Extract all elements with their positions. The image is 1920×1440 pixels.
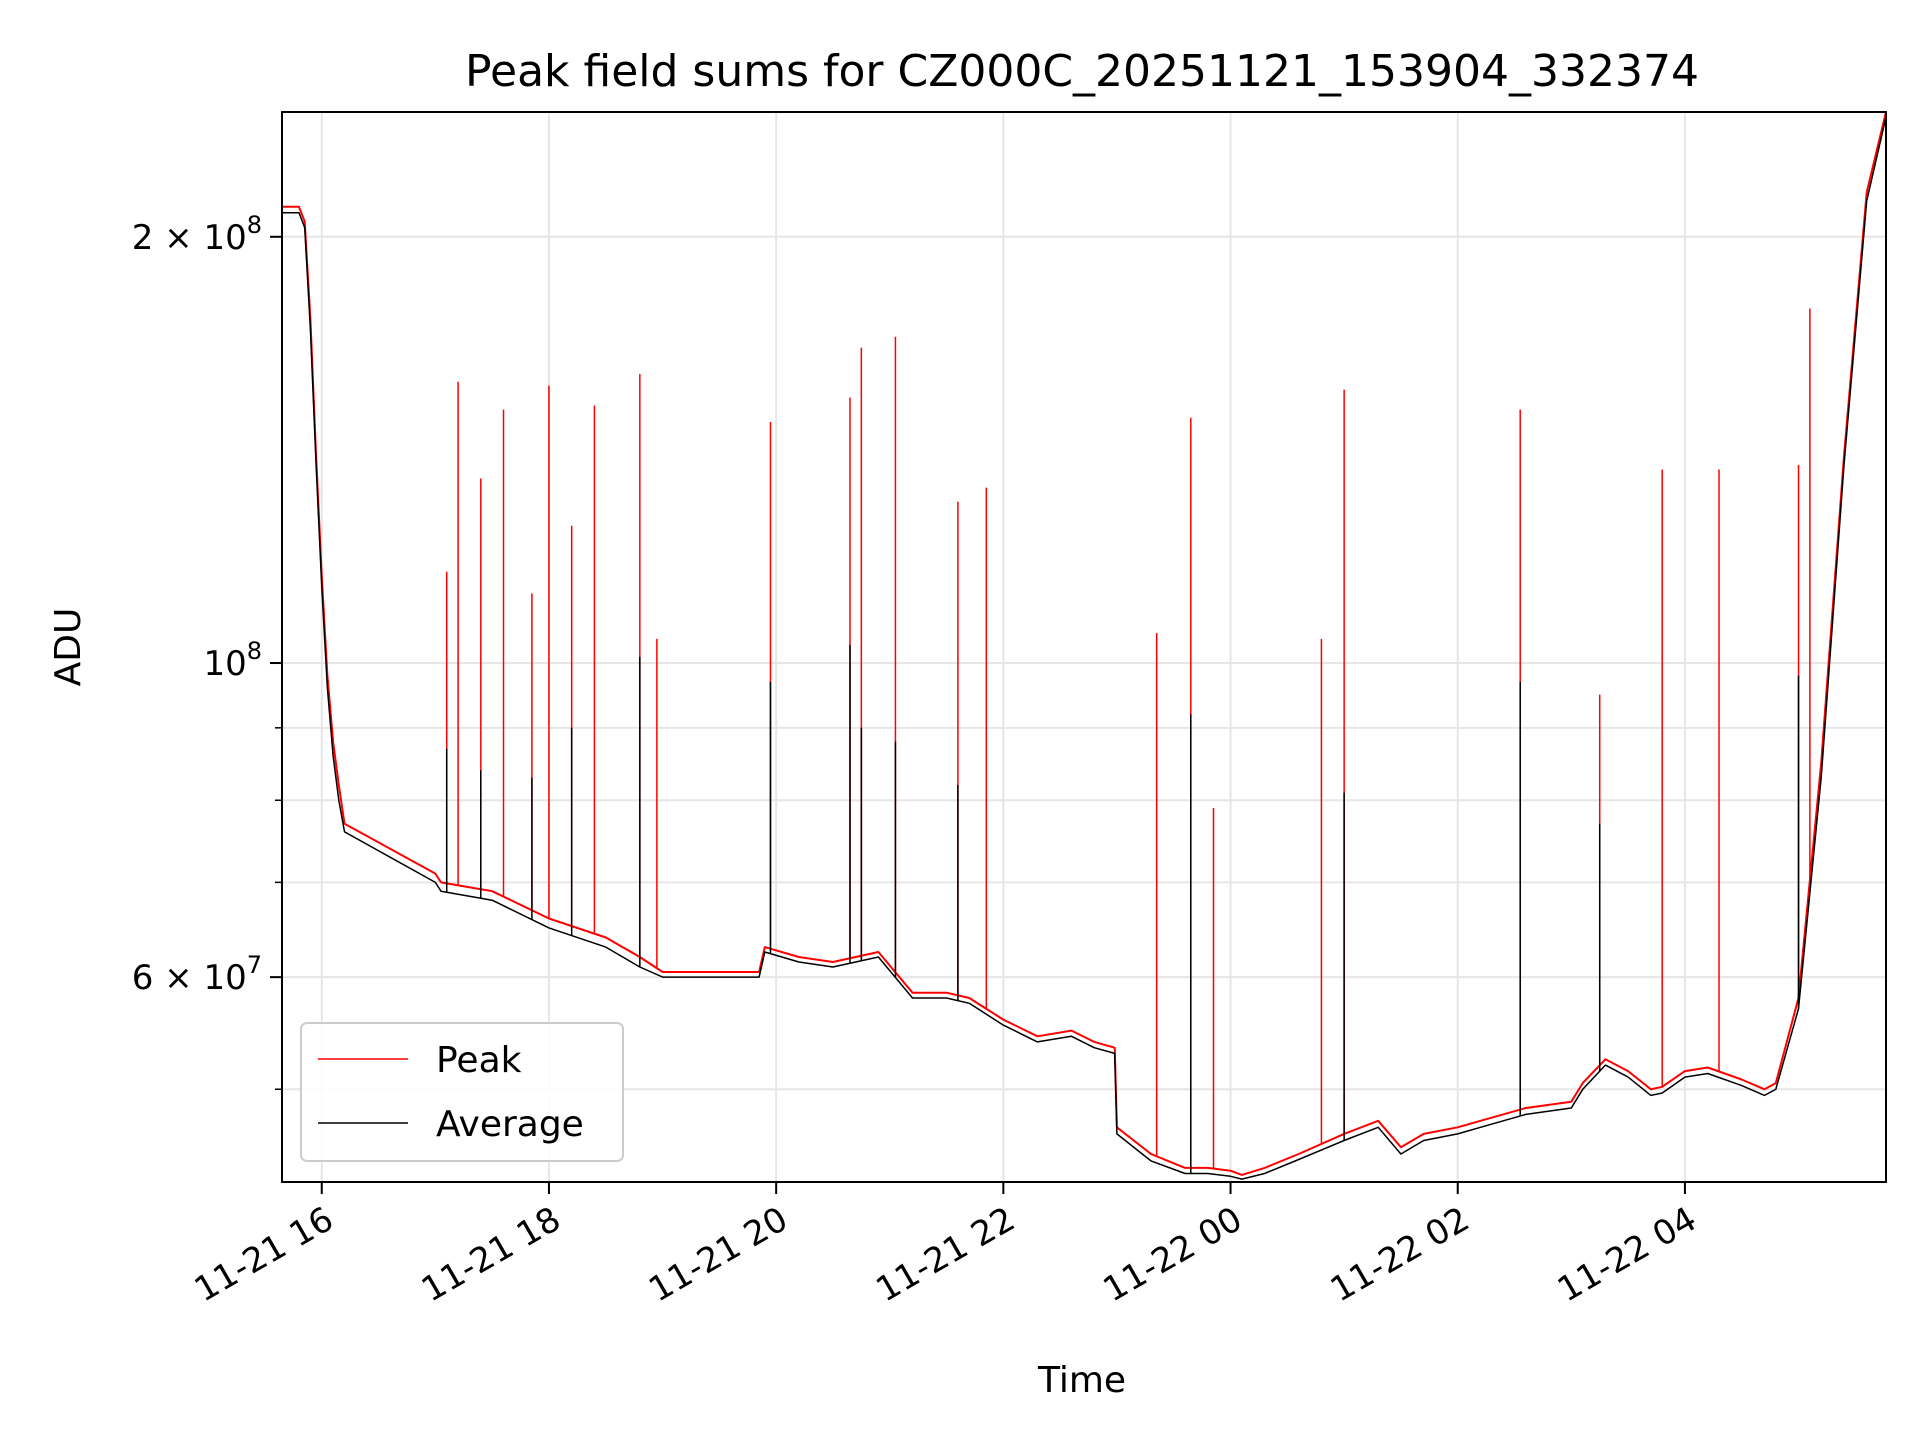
x-axis-label: Time — [1037, 1360, 1126, 1401]
axes-frame — [281, 111, 1887, 1183]
legend-label-peak: Peak — [436, 1040, 522, 1081]
chart-title: Peak field sums for CZ000C_20251121_1539… — [465, 46, 1699, 97]
y-axis: 6 × 107 108 2 × 108 — [132, 211, 282, 1091]
y-tick-label: 2 × 108 — [132, 211, 262, 258]
y-axis-label: ADU — [48, 608, 89, 687]
y-tick-label: 6 × 107 — [132, 951, 262, 998]
series-line-average — [282, 116, 1887, 1180]
legend: Peak Average — [300, 1022, 624, 1162]
plot-area — [282, 111, 1887, 1180]
legend-box — [300, 1022, 624, 1162]
legend-label-average: Average — [436, 1104, 584, 1145]
y-tick-label: 108 — [203, 637, 262, 684]
